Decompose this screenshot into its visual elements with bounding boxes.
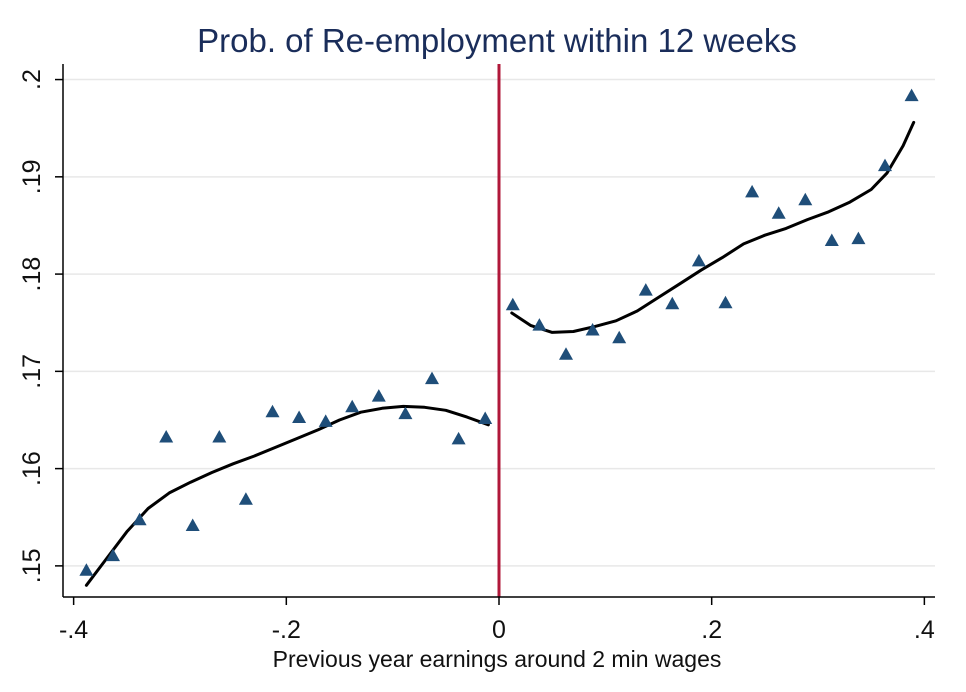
x-tick-label: .2 — [701, 616, 722, 644]
scatter-point — [106, 548, 120, 562]
scatter-point — [345, 399, 360, 413]
scatter-point — [478, 411, 493, 424]
y-tick-label: .19 — [18, 159, 46, 194]
x-axis-label: Previous year earnings around 2 min wage… — [273, 646, 722, 672]
scatter-point — [132, 512, 147, 526]
scatter-point — [745, 184, 760, 198]
scatter-markers — [79, 88, 919, 576]
scatter-point — [904, 88, 919, 102]
y-tick-label: .16 — [18, 451, 46, 486]
x-tick-label: 0 — [492, 616, 506, 644]
scatter-point — [824, 233, 839, 246]
scatter-point — [79, 563, 94, 576]
scatter-point — [318, 414, 333, 427]
scatter-point — [185, 518, 200, 531]
scatter-point — [371, 389, 386, 402]
scatter-point — [532, 318, 547, 331]
scatter-point — [718, 295, 733, 309]
fit-line-right — [510, 120, 916, 334]
scatter-point — [292, 410, 307, 423]
scatter-point — [238, 492, 253, 505]
fit-line-left — [84, 404, 490, 587]
scatter-point — [585, 323, 600, 336]
scatter-point — [159, 430, 174, 443]
fit-lines — [84, 120, 916, 587]
scatter-point — [451, 431, 466, 445]
x-tick-label: -.4 — [59, 616, 88, 644]
scatter-point — [212, 430, 227, 443]
axes: .15 .16 .17 .18 .19 .2 -.4 -.2 0 .2 .4 — [18, 64, 935, 644]
chart-title: Prob. of Re-employment within 12 weeks — [197, 22, 797, 59]
scatter-point — [691, 253, 706, 267]
scatter-point — [771, 206, 786, 219]
scatter-point — [559, 347, 573, 360]
scatter-point — [851, 231, 866, 245]
scatter-point — [878, 158, 892, 172]
scatter-point — [425, 371, 439, 385]
scatter-point — [665, 296, 680, 310]
scatter-point — [638, 283, 653, 296]
scatter-point — [265, 404, 280, 418]
scatter-point — [398, 406, 413, 420]
scatter-point — [798, 192, 813, 206]
x-tick-label: .4 — [914, 616, 935, 644]
y-tick-label: .2 — [18, 69, 46, 90]
y-tick-label: .15 — [18, 548, 46, 583]
x-tick-label: -.2 — [272, 616, 301, 644]
scatter-point — [612, 330, 627, 344]
scatter-point — [505, 297, 520, 311]
y-tick-label: .18 — [18, 257, 46, 292]
y-tick-label: .17 — [18, 354, 46, 389]
